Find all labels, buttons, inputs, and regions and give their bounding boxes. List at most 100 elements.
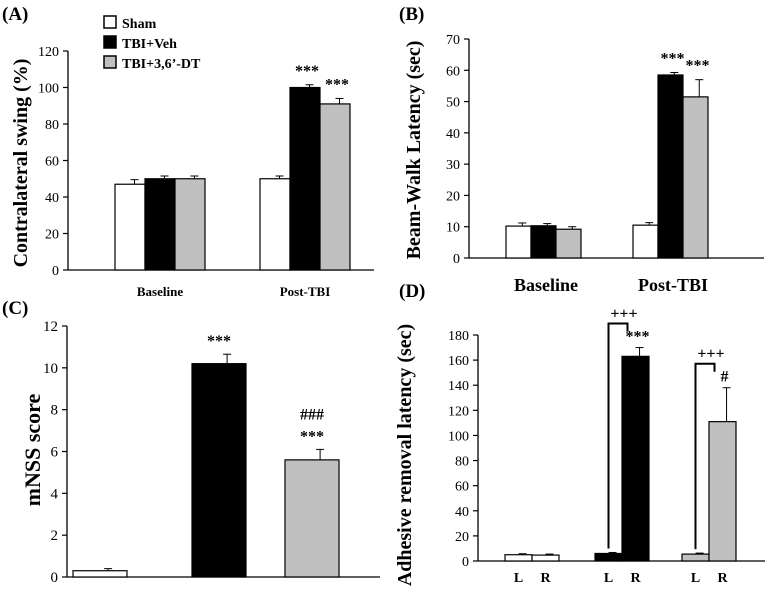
y-tick-label: 0 bbox=[462, 555, 469, 570]
legend-label-dt: TBI+3,6’-DT bbox=[122, 57, 201, 72]
y-tick-label: 6 bbox=[51, 445, 59, 461]
y-tick-label: 20 bbox=[455, 530, 469, 545]
y-tick-label: 80 bbox=[45, 118, 59, 133]
legend-swatch-dt bbox=[103, 55, 117, 69]
x-category-label: Baseline bbox=[137, 284, 183, 299]
y-tick-label: 12 bbox=[43, 319, 58, 335]
y-tick-label: 120 bbox=[38, 45, 59, 60]
y-tick-label: 40 bbox=[446, 127, 460, 142]
significance-marker: # bbox=[721, 369, 729, 386]
bar-tbi-veh-baseline bbox=[144, 178, 176, 271]
bar-sham-baseline bbox=[114, 183, 146, 271]
x-category-label: R bbox=[717, 571, 728, 586]
y-tick-label: 40 bbox=[455, 505, 469, 520]
y-tick-label: 20 bbox=[45, 228, 59, 243]
y-axis-label: Beam-Walk Latency (sec) bbox=[403, 41, 425, 260]
y-tick-label: 8 bbox=[51, 403, 59, 419]
y-tick-label: 50 bbox=[446, 96, 460, 111]
bar-tbi-veh-post-tbi bbox=[289, 86, 321, 271]
y-tick-label: 60 bbox=[446, 64, 460, 79]
significance-marker: *** bbox=[626, 329, 650, 346]
y-tick-label: 100 bbox=[448, 429, 469, 444]
bar-tbi-3-6-dt-post-tbi bbox=[682, 96, 709, 259]
legend-swatch-sham bbox=[103, 15, 117, 29]
plot-area: 0 10 20 30 40 50 60 70 Baseline Post-TBI *** *** bbox=[446, 33, 764, 295]
y-tick-label: 120 bbox=[448, 404, 469, 419]
plot-area: 0 2 4 6 8 10 12 *** ### *** bbox=[43, 319, 380, 586]
y-tick-label: 60 bbox=[455, 480, 469, 495]
legend-swatch-veh bbox=[103, 35, 117, 49]
panel-d: (D) Adhesive removal latency (sec) 0 20 40… bbox=[394, 281, 765, 586]
significance-marker: *** bbox=[661, 50, 685, 67]
y-tick-label: 10 bbox=[446, 221, 460, 236]
panel-c: (C) mNSS score 0 2 4 6 8 10 12 *** ### *** bbox=[2, 298, 380, 586]
y-tick-label: 40 bbox=[45, 191, 59, 206]
y-axis-label: Contralateral swing (%) bbox=[10, 59, 32, 268]
panel-a: (A) Sham TBI+Veh TBI+3,6’-DT Contralater… bbox=[2, 4, 374, 299]
y-tick-label: 4 bbox=[51, 486, 59, 502]
y-tick-label: 70 bbox=[446, 33, 460, 48]
y-tick-label: 20 bbox=[446, 189, 460, 204]
significance-marker: *** bbox=[300, 428, 324, 445]
bar-sham-post-tbi bbox=[259, 178, 291, 271]
x-category-label: Post-TBI bbox=[638, 275, 708, 295]
y-tick-label: 180 bbox=[448, 329, 469, 344]
panel-d-label: (D) bbox=[399, 281, 425, 302]
bar-tbi-3-6-dt bbox=[284, 459, 340, 578]
x-category-label: R bbox=[540, 571, 551, 586]
y-tick-label: 100 bbox=[38, 82, 59, 97]
legend-label-veh: TBI+Veh bbox=[122, 37, 177, 52]
x-category-label: L bbox=[604, 571, 613, 586]
significance-marker: *** bbox=[295, 63, 319, 80]
bar-sham-r bbox=[531, 554, 560, 562]
panel-b-label: (B) bbox=[399, 4, 424, 25]
significance-marker: *** bbox=[325, 76, 349, 93]
bar-tbi-veh-baseline bbox=[530, 225, 557, 259]
y-tick-label: 80 bbox=[455, 455, 469, 470]
bar-tbi-veh-r bbox=[621, 355, 650, 562]
bar-tbi-veh bbox=[191, 363, 247, 578]
bar-tbi-veh-post-tbi bbox=[657, 74, 684, 259]
bar-sham-l bbox=[504, 554, 533, 562]
significance-marker: *** bbox=[207, 333, 231, 350]
significance-marker: ### bbox=[300, 406, 324, 423]
x-category-label: L bbox=[691, 571, 700, 586]
y-tick-label: 2 bbox=[51, 528, 59, 544]
x-category-label: L bbox=[514, 571, 523, 586]
y-tick-label: 0 bbox=[52, 264, 59, 279]
legend-label-sham: Sham bbox=[122, 17, 157, 32]
bar-sham bbox=[72, 570, 128, 578]
y-tick-label: 160 bbox=[448, 354, 469, 369]
panel-b: (B) Beam-Walk Latency (sec) 0 10 20 30 40 50 6… bbox=[399, 4, 764, 295]
y-tick-label: 30 bbox=[446, 158, 460, 173]
bar-tbi-3-6-dt-l bbox=[681, 553, 710, 562]
bar-sham-post-tbi bbox=[632, 224, 659, 259]
plot-area: 0 20 40 60 80 100 120 Baseline Post-TBI *** *** bbox=[38, 45, 374, 299]
significance-marker: +++ bbox=[610, 306, 637, 323]
y-tick-label: 140 bbox=[448, 379, 469, 394]
significance-marker: *** bbox=[686, 58, 710, 75]
panel-a-label: (A) bbox=[2, 4, 28, 25]
bar-tbi-3-6-dt-r bbox=[708, 421, 737, 562]
bar-tbi-3-6-dt-post-tbi bbox=[319, 103, 351, 271]
y-tick-label: 0 bbox=[453, 252, 460, 267]
comparison-bracket bbox=[694, 362, 716, 550]
x-category-label: Post-TBI bbox=[280, 284, 331, 299]
panel-c-label: (C) bbox=[2, 298, 28, 319]
bar-sham-baseline bbox=[505, 225, 532, 259]
y-tick-label: 60 bbox=[45, 155, 59, 170]
significance-marker: +++ bbox=[697, 346, 724, 363]
legend: Sham TBI+Veh TBI+3,6’-DT bbox=[103, 15, 201, 72]
bar-tbi-3-6-dt-baseline bbox=[555, 228, 582, 259]
bar-tbi-3-6-dt-baseline bbox=[174, 178, 206, 271]
x-category-label: Baseline bbox=[514, 275, 578, 295]
comparison-bracket bbox=[607, 322, 629, 549]
bar-tbi-veh-l bbox=[594, 552, 623, 562]
y-axis-label: mNSS score bbox=[20, 393, 45, 506]
y-tick-label: 10 bbox=[43, 361, 58, 377]
y-axis-label: Adhesive removal latency (sec) bbox=[394, 324, 416, 586]
x-category-label: R bbox=[630, 571, 641, 586]
y-tick-label: 0 bbox=[51, 570, 59, 586]
plot-area: 0 20 40 60 80 100 120 140 160 180 L R L R L R *** +++ # +++ bbox=[448, 306, 765, 586]
